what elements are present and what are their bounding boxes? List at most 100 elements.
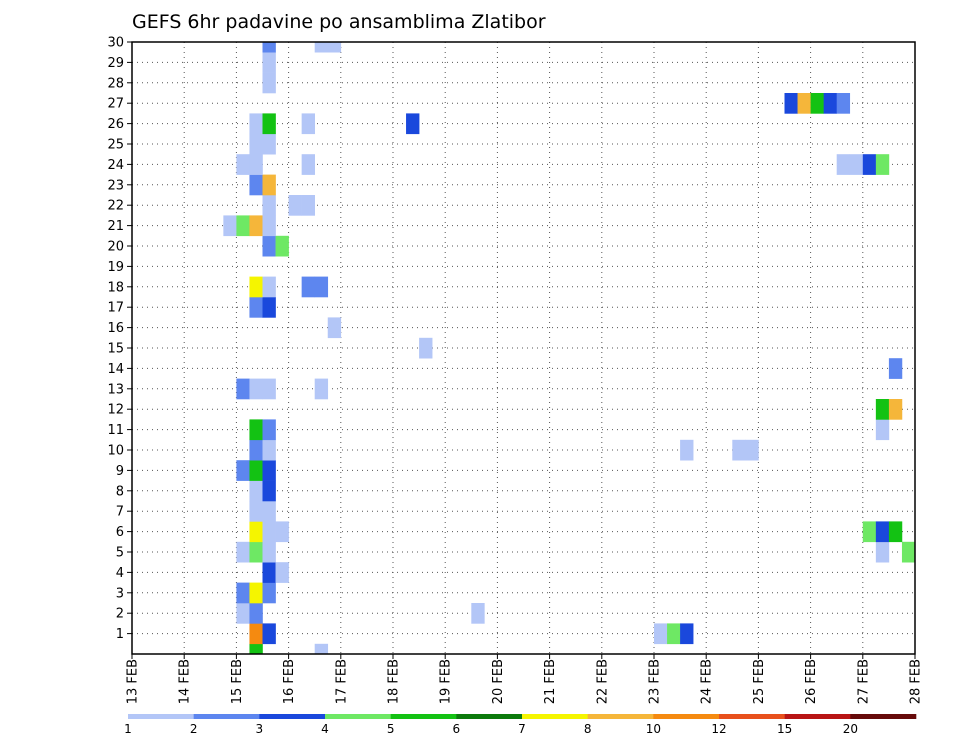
y-tick-label: 8 <box>116 484 124 499</box>
y-tick-label: 10 <box>107 444 124 459</box>
y-tick-label: 9 <box>116 464 124 479</box>
heatmap-cell <box>875 541 890 563</box>
heatmap-cell <box>249 439 263 461</box>
heatmap-cell <box>849 154 864 175</box>
y-tick-label: 24 <box>107 158 124 173</box>
colorbar-swatch <box>390 714 457 719</box>
heatmap-cell <box>262 113 276 135</box>
heatmap-cell <box>249 643 263 655</box>
colorbar-swatch <box>456 714 523 719</box>
heatmap-cell <box>836 93 851 114</box>
heatmap-cell <box>249 378 263 400</box>
x-tick-label: 18 FEB <box>387 659 402 704</box>
heatmap-cell <box>823 93 837 114</box>
heatmap-cell <box>249 133 263 155</box>
x-tick-label: 17 FEB <box>334 659 349 704</box>
heatmap-cell <box>262 42 276 53</box>
heatmap-cell <box>314 42 329 53</box>
colorbar-swatch <box>719 714 785 719</box>
heatmap-cell <box>275 562 289 583</box>
colorbar-label: 20 <box>843 722 858 736</box>
colorbar-swatch <box>587 714 654 719</box>
heatmap-cell <box>888 358 903 379</box>
y-tick-label: 18 <box>107 280 124 295</box>
colorbar-label: 1 <box>124 722 132 736</box>
y-tick-label: 30 <box>107 36 124 51</box>
heatmap-cell <box>236 215 250 237</box>
x-tick-label: 16 FEB <box>282 659 297 704</box>
colorbar-label: 15 <box>777 722 792 736</box>
heatmap-cell <box>249 113 263 135</box>
heatmap-cell <box>667 623 681 645</box>
colorbar-swatch <box>193 714 260 719</box>
heatmap-cell <box>797 93 811 114</box>
heatmap-cell <box>262 623 276 645</box>
heatmap-cell <box>262 480 276 502</box>
heatmap-cell <box>275 521 289 543</box>
x-tick-label: 23 FEB <box>648 659 663 704</box>
x-tick-label: 28 FEB <box>909 659 924 704</box>
y-tick-label: 22 <box>107 199 124 214</box>
colorbar-label: 4 <box>321 722 329 736</box>
heatmap-cell <box>314 378 329 400</box>
y-tick-label: 17 <box>107 301 124 316</box>
heatmap-cell <box>262 562 276 583</box>
heatmap-cell <box>314 276 329 298</box>
heatmap-cell <box>249 582 263 604</box>
heatmap-cell <box>301 195 315 216</box>
x-tick-label: 26 FEB <box>804 659 819 704</box>
x-tick-label: 20 FEB <box>491 659 506 704</box>
heatmap-cell <box>249 480 263 502</box>
y-tick-label: 19 <box>107 260 124 275</box>
colorbar-swatch <box>128 714 194 719</box>
y-tick-label: 1 <box>116 627 124 642</box>
heatmap-cell <box>314 643 329 655</box>
heatmap-cell <box>236 603 250 624</box>
heatmap-cell <box>249 603 263 624</box>
colorbar-swatch <box>784 714 851 719</box>
x-tick-label: 14 FEB <box>178 659 193 704</box>
heatmap-cell <box>262 419 276 441</box>
heatmap-cell <box>836 154 851 175</box>
y-tick-label: 14 <box>107 362 124 377</box>
heatmap-cell <box>288 195 302 216</box>
colorbar-label: 10 <box>646 722 661 736</box>
heatmap-cell <box>327 42 342 53</box>
heatmap-cell <box>680 439 694 461</box>
heatmap-cell <box>262 439 276 461</box>
heatmap-cell <box>249 297 263 318</box>
heatmap-cell <box>249 154 263 175</box>
heatmap-cell <box>275 235 289 257</box>
y-tick-label: 20 <box>107 240 124 255</box>
heatmap-cell <box>249 174 263 196</box>
heatmap-cell <box>901 541 916 563</box>
chart-title: GEFS 6hr padavine po ansamblima Zlatibor <box>132 11 546 33</box>
heatmap-cell <box>236 378 250 400</box>
heatmap-cell <box>223 215 237 237</box>
heatmap-cell <box>262 378 276 400</box>
y-tick-label: 12 <box>107 403 124 418</box>
heatmap-cell <box>262 541 276 563</box>
heatmap-cell <box>732 439 746 461</box>
heatmap-cell <box>262 52 276 73</box>
heatmap-cell <box>862 521 877 543</box>
colorbar-label: 2 <box>190 722 198 736</box>
heatmap-cell <box>236 541 250 563</box>
heatmap-cell <box>810 93 824 114</box>
heatmap-cell <box>419 337 433 359</box>
heatmap-cell <box>301 276 315 298</box>
colorbar-swatch <box>259 714 326 719</box>
colorbar-label: 7 <box>518 722 526 736</box>
heatmap-cell <box>262 133 276 155</box>
heatmap-cell <box>236 460 250 481</box>
heatmap-cell <box>249 501 263 522</box>
heatmap-cell <box>262 297 276 318</box>
heatmap-cell <box>471 603 485 624</box>
colorbar-swatch <box>522 714 588 719</box>
heatmap-cell <box>262 72 276 94</box>
y-tick-label: 28 <box>107 76 124 91</box>
y-tick-label: 21 <box>107 219 124 234</box>
heatmap-cell <box>249 419 263 441</box>
heatmap-cell <box>888 521 903 543</box>
